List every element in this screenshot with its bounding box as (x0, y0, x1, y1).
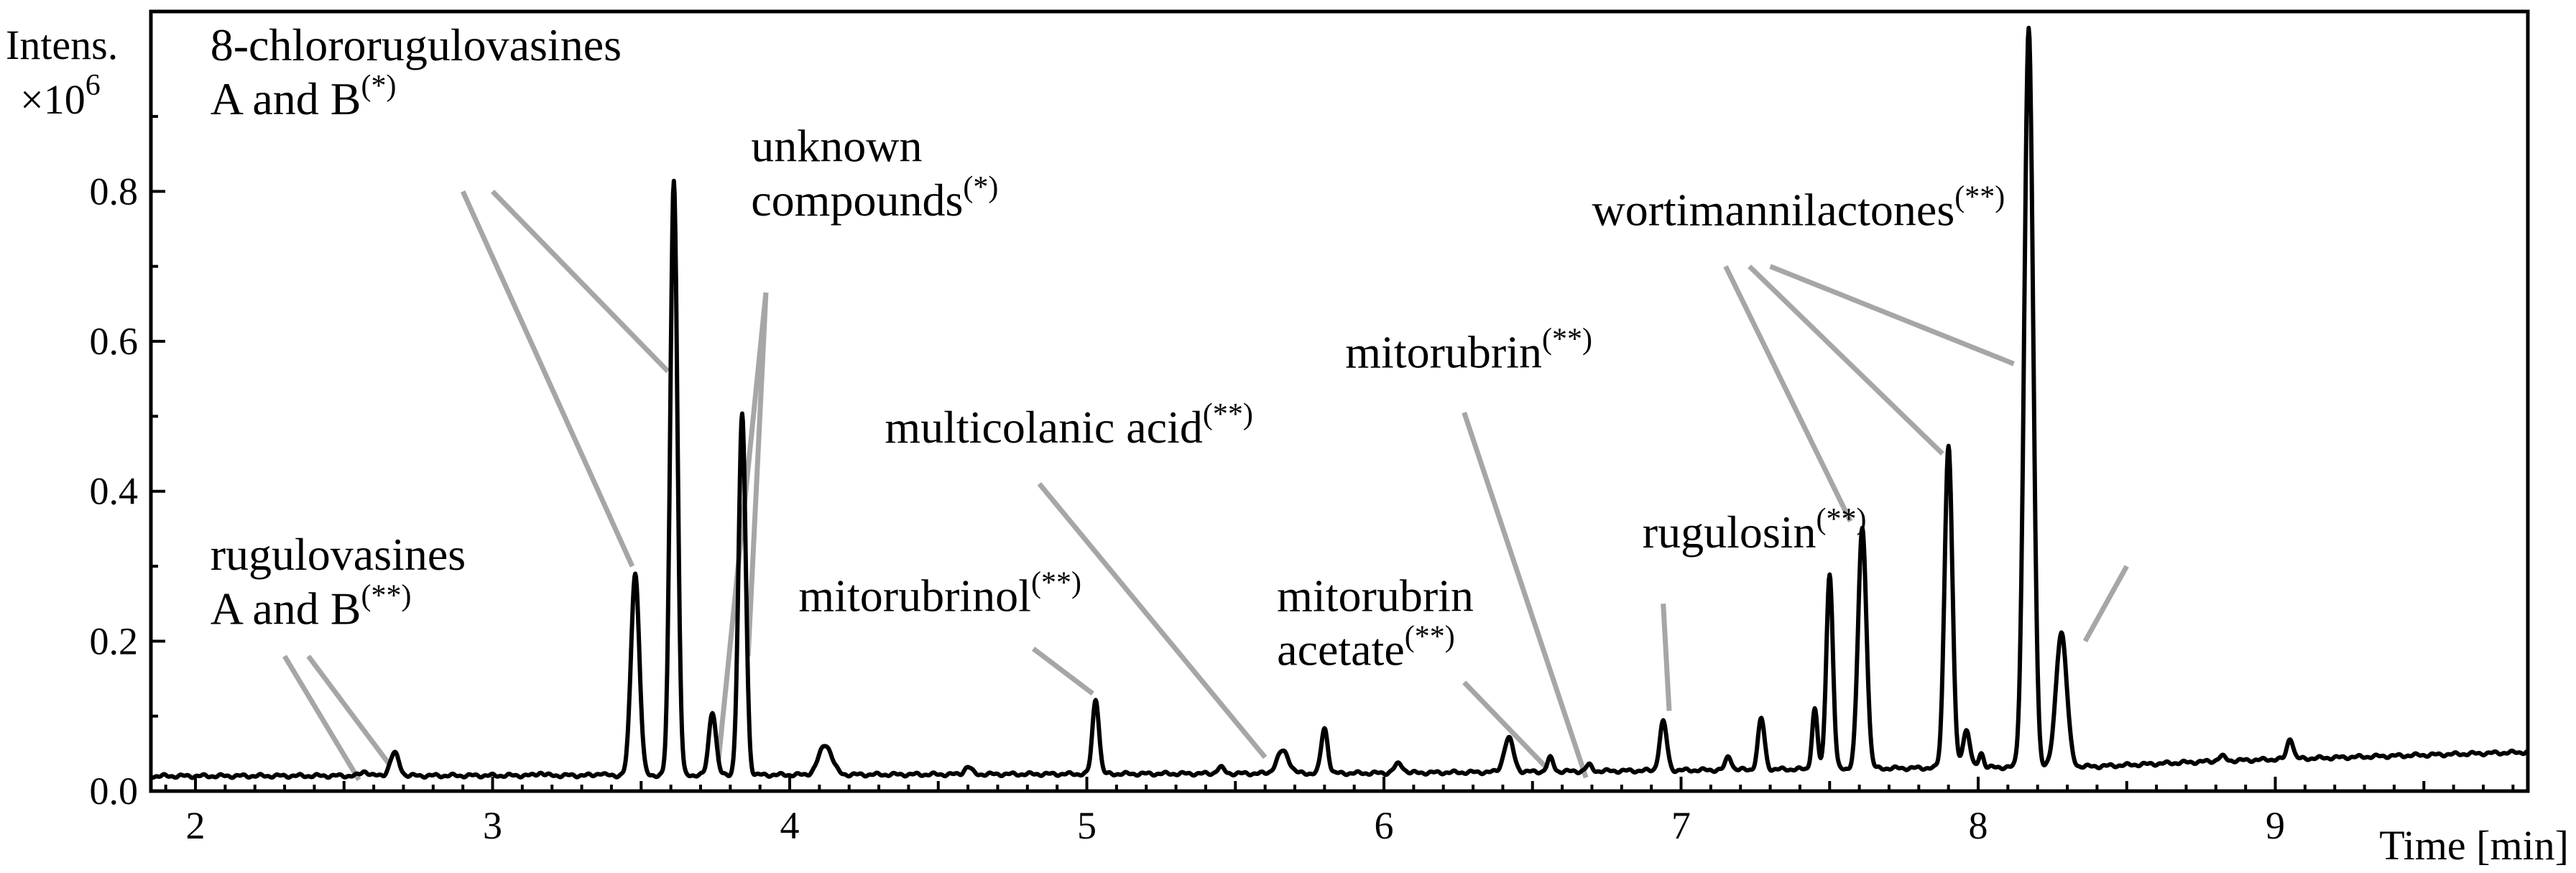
annotation-label: mitorubrin (1277, 571, 1474, 622)
annotation-label: rugulovasines (211, 529, 466, 580)
annotation-leader (1037, 482, 1268, 759)
annotation-leader (2082, 565, 2129, 643)
annotation-leader (1031, 646, 1094, 696)
x-tick-label: 4 (780, 804, 800, 847)
annotation-leader (306, 655, 391, 765)
annotation-leader (745, 292, 769, 657)
annotation-label: rugulosin(**) (1643, 503, 1867, 558)
x-tick-label: 3 (483, 804, 502, 847)
annotation-leader (282, 655, 361, 782)
y-tick-label: 0.8 (90, 170, 139, 213)
annotation-label: A and B(*) (211, 70, 397, 124)
annotation-leader-lines (282, 189, 2129, 782)
annotation-leader (1462, 412, 1589, 779)
y-axis-unit: ×106 (20, 69, 101, 123)
y-tick-label: 0.6 (90, 320, 139, 363)
annotation-leader (1748, 264, 1944, 456)
annotation-label: mitorubrin(**) (1345, 323, 1592, 378)
annotation-leader (1462, 680, 1549, 771)
x-axis-title: Time [min] (2379, 822, 2569, 869)
y-axis: 0.0 0.2 0.4 0.6 0.8 (90, 115, 165, 813)
annotation-label: mitorubrinol(**) (798, 567, 1081, 622)
annotation-superscript: (*) (361, 70, 396, 103)
annotation-superscript: (**) (1816, 503, 1867, 536)
y-tick-label: 0.0 (90, 770, 139, 813)
annotation-leader (716, 292, 769, 762)
y-axis-unit-base: ×10 (20, 76, 86, 123)
x-tick-label: 8 (1969, 804, 1988, 847)
chromatogram-trace (149, 25, 2529, 780)
x-tick-label: 2 (186, 804, 206, 847)
y-tick-label: 0.2 (90, 619, 139, 662)
annotation-leader (460, 190, 635, 568)
annotation-label: compounds(*) (751, 171, 998, 226)
x-tick-label: 9 (2266, 804, 2285, 847)
annotation-superscript: (**) (1031, 567, 1081, 600)
annotation-label: unknown (751, 121, 922, 172)
annotation-leader (491, 189, 670, 374)
annotation-superscript: (**) (1405, 621, 1455, 654)
annotation-label: acetate(**) (1277, 621, 1455, 675)
x-tick-label: 7 (1671, 804, 1691, 847)
annotation-superscript: (*) (963, 171, 998, 204)
annotation-superscript: (**) (1954, 180, 2005, 213)
annotation-leader (1769, 264, 2015, 366)
annotation-label: multicolanic acid(**) (885, 398, 1252, 453)
annotation-leader (1723, 265, 1853, 522)
x-axis: 2 3 4 5 6 7 8 9 (164, 777, 2515, 847)
x-tick-label: 5 (1077, 804, 1097, 847)
y-axis-title: Intens. (6, 22, 118, 68)
annotation-superscript: (**) (1203, 398, 1253, 431)
y-axis-unit-exponent: 6 (86, 69, 101, 102)
annotation-label: A and B(**) (211, 579, 412, 634)
annotation-leader (1661, 603, 1672, 711)
plot-frame (149, 9, 2530, 793)
annotation-superscript: (**) (361, 579, 411, 612)
annotation-label: wortimannilactones(**) (1592, 180, 2005, 235)
y-tick-label: 0.4 (90, 470, 139, 513)
annotation-superscript: (**) (1542, 323, 1592, 356)
annotation-label: 8-chlororugulovasines (211, 19, 622, 70)
x-tick-label: 6 (1375, 804, 1394, 847)
